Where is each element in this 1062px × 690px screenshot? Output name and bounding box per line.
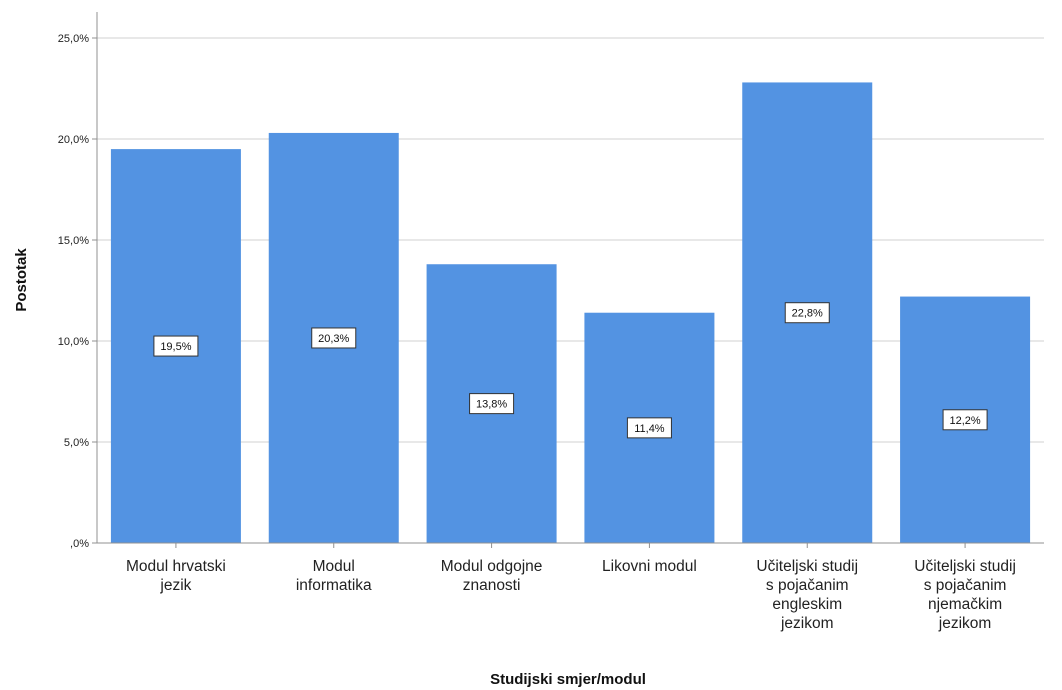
y-tick-label: ,0% (70, 538, 89, 550)
y-axis-title: Postotak (13, 248, 30, 312)
bars (110, 82, 1031, 543)
x-category-label: Modul odgojne znanosti (441, 558, 543, 594)
x-category-label: Likovni modul (602, 558, 697, 575)
y-tick-label: 15,0% (58, 235, 89, 247)
x-axis-title: Studijski smjer/modul (490, 671, 646, 688)
x-category-label: Modul informatika (296, 558, 372, 594)
data-label: 12,2% (942, 409, 988, 431)
data-label: 19,5% (153, 335, 199, 357)
data-label: 22,8% (784, 302, 830, 324)
y-tick-label: 25,0% (58, 33, 89, 45)
svg-text:13,8%: 13,8% (476, 399, 507, 411)
gridlines (97, 37, 1044, 443)
data-label: 13,8% (469, 393, 515, 415)
data-labels: 19,5% 20,3% 13,8% 11,4% 22,8% 12,2% (153, 302, 988, 439)
x-category-label: Učiteljski studij s pojačanim njemačkim jez… (914, 558, 1016, 632)
x-category-labels: Modul hrvatski jezik Modul informatika Modul… (126, 558, 1016, 632)
data-label: 11,4% (626, 417, 672, 439)
y-tick-label: 20,0% (58, 134, 89, 146)
svg-text:20,3%: 20,3% (318, 333, 349, 345)
svg-text:12,2%: 12,2% (949, 415, 980, 427)
y-tick-label: 5,0% (64, 437, 89, 449)
axes (92, 12, 1044, 548)
svg-text:11,4%: 11,4% (634, 423, 665, 435)
x-category-label: Modul hrvatski jezik (126, 558, 226, 594)
svg-text:22,8%: 22,8% (792, 308, 823, 320)
y-tick-label: 10,0% (58, 336, 89, 348)
y-tick-labels: ,0% 5,0% 10,0% 15,0% 20,0% 25,0% (58, 33, 89, 550)
data-label: 20,3% (311, 327, 357, 349)
x-category-label: Učiteljski studij s pojačanim engleskim jez… (756, 558, 858, 632)
svg-text:19,5%: 19,5% (160, 341, 191, 353)
